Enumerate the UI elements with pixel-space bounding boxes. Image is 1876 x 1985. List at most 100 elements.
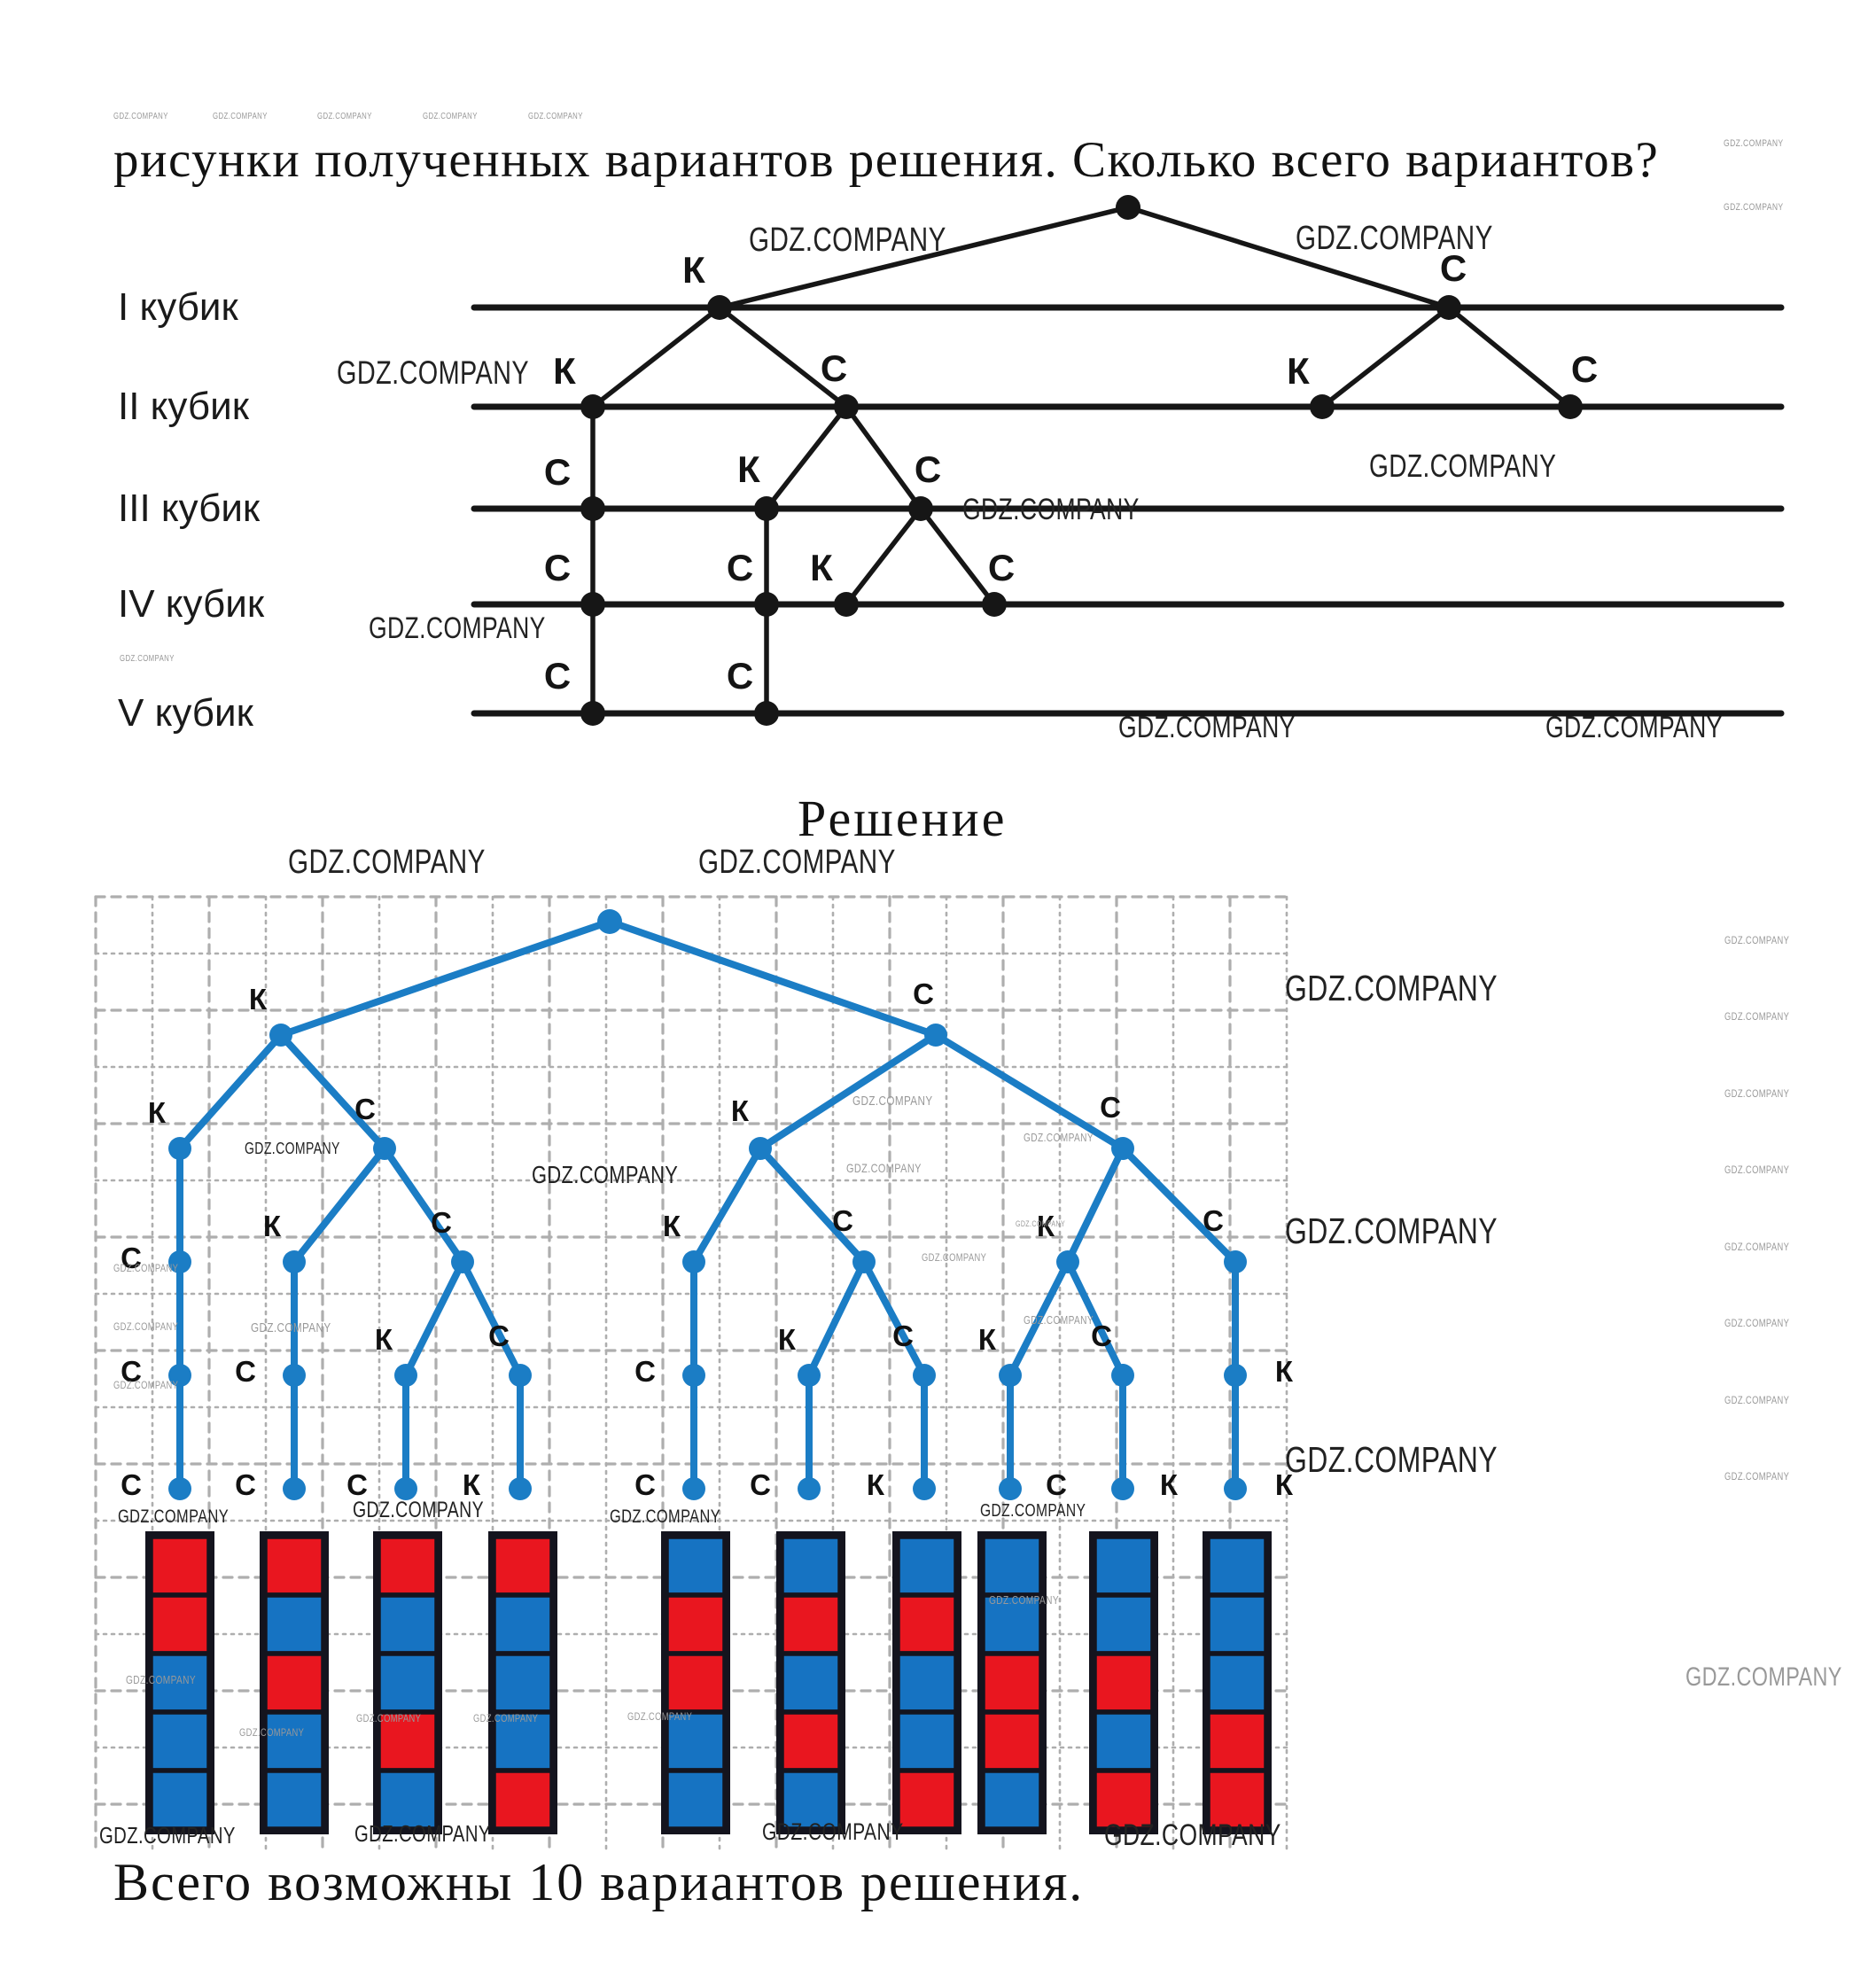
solution-tree-node-dot: [168, 1137, 191, 1160]
solution-tree-node-label: К: [777, 1323, 797, 1356]
cube-stack: [892, 1531, 961, 1834]
solution-tree-node-label: С: [121, 1242, 142, 1274]
cube-stack: [1089, 1531, 1158, 1834]
tree-edge: [1319, 305, 1452, 409]
solution-tree-edge: [757, 1031, 939, 1152]
solution-tree-edge: [1007, 1258, 1071, 1379]
solution-tree-node-dot: [451, 1250, 474, 1273]
tree-node-label: С: [1570, 348, 1599, 390]
watermark: GDZ.COMPANY: [120, 654, 175, 664]
watermark: GDZ.COMPANY: [1545, 711, 1723, 744]
watermark: GDZ.COMPANY: [369, 611, 546, 645]
solution-tree-node-label: К: [730, 1094, 750, 1127]
watermark: GDZ.COMPANY: [852, 1094, 933, 1109]
watermark: GDZ.COMPANY: [762, 1818, 904, 1845]
tree-edge: [717, 205, 1131, 310]
cube-stack: [1203, 1531, 1272, 1834]
tree-node-dot: [982, 592, 1007, 617]
cube: [895, 1709, 959, 1773]
solution-tree-node-dot: [1224, 1477, 1247, 1500]
watermark: GDZ.COMPANY: [980, 1501, 1086, 1521]
tree-node-dot: [1558, 394, 1583, 419]
tree-node-dot: [834, 394, 859, 419]
cube: [491, 1592, 555, 1656]
solution-tree-node-dot: [852, 1250, 876, 1273]
cube: [980, 1651, 1044, 1715]
cube: [491, 1709, 555, 1773]
watermark: GDZ.COMPANY: [317, 112, 372, 121]
solution-tree-node-label: С: [913, 977, 934, 1010]
cube-row-label: I кубик: [118, 285, 238, 329]
tree-node-label: С: [987, 547, 1016, 588]
watermark: GDZ.COMPANY: [288, 844, 486, 881]
solution-tree-edge: [806, 1258, 868, 1379]
cube: [1205, 1534, 1269, 1598]
solution-tree-edge: [757, 1145, 868, 1265]
solution-tree-node-label: С: [121, 1468, 142, 1501]
cube: [1205, 1709, 1269, 1773]
solution-tree-node-dot: [1111, 1137, 1134, 1160]
solution-tree-node-dot: [1111, 1477, 1134, 1500]
watermark: GDZ.COMPANY: [1724, 1010, 1790, 1023]
solution-tree-node-label: С: [121, 1355, 142, 1388]
tree-node-dot: [580, 592, 605, 617]
solution-tree-node-dot: [394, 1364, 417, 1387]
solution-tree-node-dot: [394, 1477, 417, 1500]
solution-tree-node-label: С: [235, 1468, 256, 1501]
watermark: GDZ.COMPANY: [473, 1712, 539, 1724]
solution-tree-node-label: С: [431, 1206, 452, 1239]
solution-tree-node-label: К: [248, 983, 268, 1016]
cube: [262, 1768, 326, 1832]
solution-tree-edge: [402, 1258, 466, 1379]
tree-edge: [844, 404, 923, 511]
cube-row-label: IV кубик: [118, 582, 265, 626]
solution-tree-node-dot: [373, 1137, 396, 1160]
tree-node-dot: [754, 496, 779, 521]
tree-node-dot: [754, 592, 779, 617]
solution-tree-node-label: К: [1274, 1468, 1294, 1501]
solution-tree-node-label: С: [354, 1093, 376, 1125]
cube: [895, 1534, 959, 1598]
solution-tree-node-label: С: [832, 1204, 853, 1237]
tree-node-dot: [580, 701, 605, 726]
solution-tree-node-dot: [682, 1250, 705, 1273]
watermark: GDZ.COMPANY: [1104, 1818, 1281, 1852]
cube: [895, 1592, 959, 1656]
cube: [664, 1534, 728, 1598]
tree-node-dot: [754, 701, 779, 726]
cube: [262, 1709, 326, 1773]
solution-tree-node-label: С: [634, 1355, 656, 1388]
watermark: GDZ.COMPANY: [1118, 711, 1296, 744]
watermark: GDZ.COMPANY: [627, 1710, 693, 1723]
solution-tree-node-label: К: [462, 1468, 481, 1501]
cube-stack: [373, 1531, 442, 1834]
tree-node-dot: [1310, 394, 1335, 419]
watermark: GDZ.COMPANY: [1724, 1470, 1790, 1483]
watermark: GDZ.COMPANY: [356, 1712, 422, 1724]
solution-tree-edge: [291, 1145, 388, 1265]
tree-node-label: К: [553, 350, 576, 392]
cube: [1092, 1592, 1156, 1656]
cube: [1092, 1534, 1156, 1598]
tree-node-label: К: [737, 448, 760, 490]
solution-heading: Решение: [798, 790, 1008, 847]
watermark: GDZ.COMPANY: [1369, 448, 1557, 484]
solution-tree-node-label: С: [346, 1468, 368, 1501]
solution-tree-node-dot: [682, 1477, 705, 1500]
solution-tree-node-dot: [999, 1364, 1022, 1387]
solution-tree-node-dot: [283, 1250, 306, 1273]
solution-tree-node-label: К: [866, 1468, 885, 1501]
solution-tree-node-dot: [1224, 1250, 1247, 1273]
solution-tree-node-dot: [1224, 1364, 1247, 1387]
cube: [376, 1651, 440, 1715]
cube-row-label: III кубик: [118, 487, 261, 530]
watermark: GDZ.COMPANY: [846, 1161, 922, 1175]
watermark: GDZ.COMPANY: [113, 1379, 179, 1391]
tree-node-label: С: [1439, 247, 1467, 289]
solution-tree-node-label: С: [634, 1468, 656, 1501]
cube: [664, 1768, 728, 1832]
solution-tree-edge: [690, 1145, 764, 1265]
solution-tree-node-label: С: [1100, 1091, 1121, 1124]
